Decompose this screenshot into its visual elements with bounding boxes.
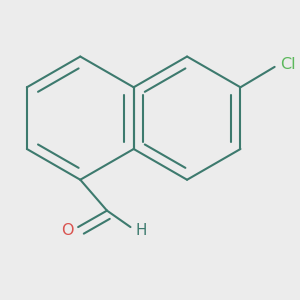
Text: H: H [136,223,147,238]
Text: Cl: Cl [280,57,296,72]
Text: O: O [61,223,74,238]
